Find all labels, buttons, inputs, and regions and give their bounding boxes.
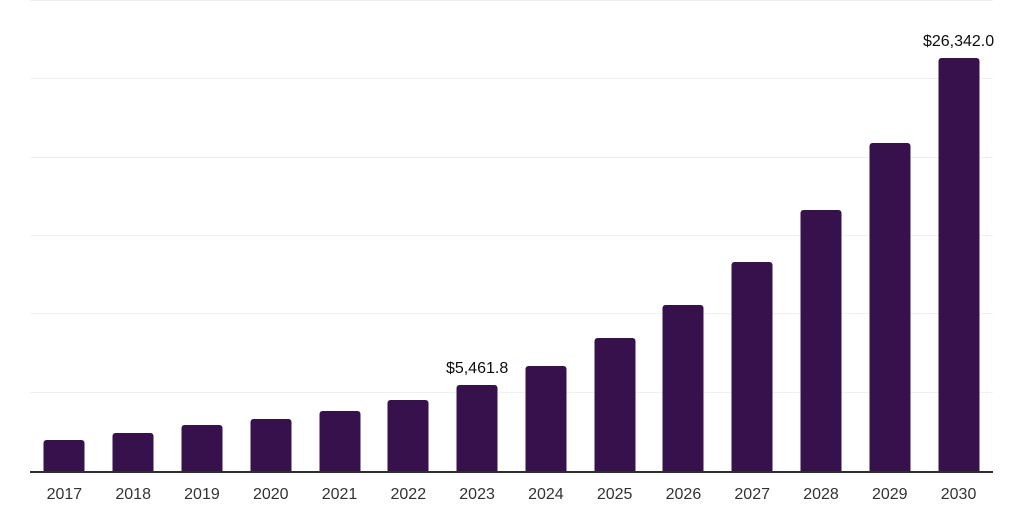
x-tick-label-2018: 2018 xyxy=(115,486,151,503)
bar-value-label-2023: $5,461.8 xyxy=(445,360,509,378)
bar-slot-2024 xyxy=(511,1,580,471)
bar-2018 xyxy=(112,432,154,471)
gridline-30000 xyxy=(30,0,993,1)
bar-2020 xyxy=(250,419,292,471)
bar-slot-2025 xyxy=(580,1,649,471)
x-tick-label-2025: 2025 xyxy=(596,486,633,503)
x-tick-label-2021: 2021 xyxy=(321,486,358,503)
bar-2027 xyxy=(731,261,773,471)
bar-slot-2023: $5,461.8 xyxy=(443,1,512,471)
x-tick-label-2030: 2030 xyxy=(940,486,977,503)
plot-area: $5,461.8 $26,342.0 xyxy=(30,0,995,473)
x-tick-label-2022: 2022 xyxy=(390,486,427,503)
bar-2019 xyxy=(181,424,223,471)
bar-slot-2026 xyxy=(649,1,718,471)
bar-slot-2027 xyxy=(718,1,787,471)
bar-2023 xyxy=(456,385,498,471)
x-tick-label-2026: 2026 xyxy=(665,486,702,503)
bar-slot-2030: $26,342.0 xyxy=(922,1,995,471)
x-tick-label-2029: 2029 xyxy=(871,486,908,503)
bar-2017 xyxy=(43,439,85,471)
x-tick-label-2020: 2020 xyxy=(252,486,289,503)
gridline-15000 xyxy=(30,235,993,236)
gridline-10000 xyxy=(30,313,993,315)
bar-slot-2017 xyxy=(30,1,99,471)
gridline-5000 xyxy=(30,391,993,393)
bar-slot-2021 xyxy=(305,1,374,471)
bar-2024 xyxy=(525,366,567,471)
bar-chart: $5,461.8 $26,342.0 2017 2018 2019 2020 2021 20… xyxy=(30,0,995,504)
bar-2021 xyxy=(319,410,361,471)
x-tick-label-2017: 2017 xyxy=(46,486,83,503)
x-tick-label-2027: 2027 xyxy=(734,486,770,503)
bar-slot-2019 xyxy=(168,1,237,471)
bar-slot-2022 xyxy=(374,1,443,471)
bars-container: $5,461.8 $26,342.0 xyxy=(30,1,995,471)
bar-2026 xyxy=(662,304,704,471)
x-tick-label-2019: 2019 xyxy=(184,486,220,503)
bar-2029 xyxy=(869,142,911,471)
bar-slot-2028 xyxy=(787,1,856,471)
bar-2030 xyxy=(938,58,980,471)
x-tick-label-2024: 2024 xyxy=(528,486,564,503)
gridline-20000 xyxy=(30,156,993,158)
bar-2022 xyxy=(387,399,429,471)
x-tick-label-2023: 2023 xyxy=(459,486,495,503)
bar-2028 xyxy=(800,210,842,471)
bar-value-label-2030: $26,342.0 xyxy=(922,33,995,51)
gridline-25000 xyxy=(30,78,993,80)
bar-slot-2018 xyxy=(99,1,168,471)
bar-slot-2020 xyxy=(236,1,305,471)
x-tick-label-2028: 2028 xyxy=(803,486,839,503)
bar-2025 xyxy=(594,338,636,471)
bar-slot-2029 xyxy=(855,1,924,471)
x-axis: 2017 2018 2019 2020 2021 2022 2023 2024 2025 2026… xyxy=(30,486,993,504)
